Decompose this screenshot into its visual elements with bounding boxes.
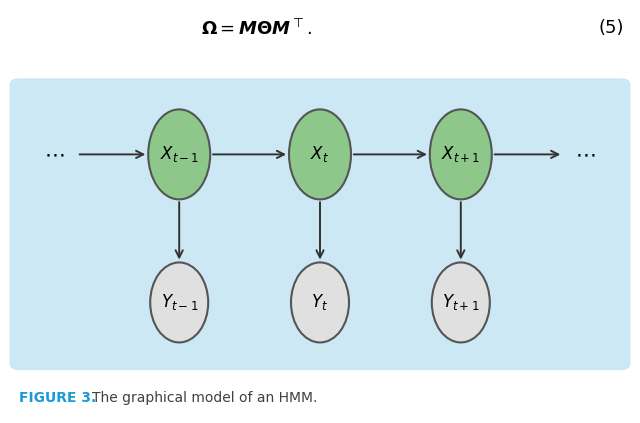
Text: (5): (5) bbox=[598, 19, 624, 37]
Text: $\mathbf{\Omega} = \boldsymbol{M}\boldsymbol{\Theta}\boldsymbol{M}^{\top}.$: $\mathbf{\Omega} = \boldsymbol{M}\boldsy… bbox=[200, 19, 312, 39]
Ellipse shape bbox=[289, 110, 351, 199]
Text: $Y_t$: $Y_t$ bbox=[312, 292, 328, 313]
Text: $\cdots$: $\cdots$ bbox=[44, 144, 65, 165]
FancyBboxPatch shape bbox=[10, 78, 630, 370]
Text: FIGURE 3.: FIGURE 3. bbox=[19, 391, 97, 405]
Text: $Y_{t-1}$: $Y_{t-1}$ bbox=[161, 292, 198, 313]
Text: The graphical model of an HMM.: The graphical model of an HMM. bbox=[92, 391, 317, 405]
Text: $\cdots$: $\cdots$ bbox=[575, 144, 596, 165]
Text: $Y_{t+1}$: $Y_{t+1}$ bbox=[442, 292, 479, 313]
Ellipse shape bbox=[432, 262, 490, 343]
Text: $X_{t-1}$: $X_{t-1}$ bbox=[159, 144, 199, 165]
Ellipse shape bbox=[291, 262, 349, 343]
Ellipse shape bbox=[148, 110, 210, 199]
Ellipse shape bbox=[150, 262, 208, 343]
Ellipse shape bbox=[430, 110, 492, 199]
Text: $X_t$: $X_t$ bbox=[310, 144, 330, 165]
Text: $X_{t+1}$: $X_{t+1}$ bbox=[441, 144, 481, 165]
